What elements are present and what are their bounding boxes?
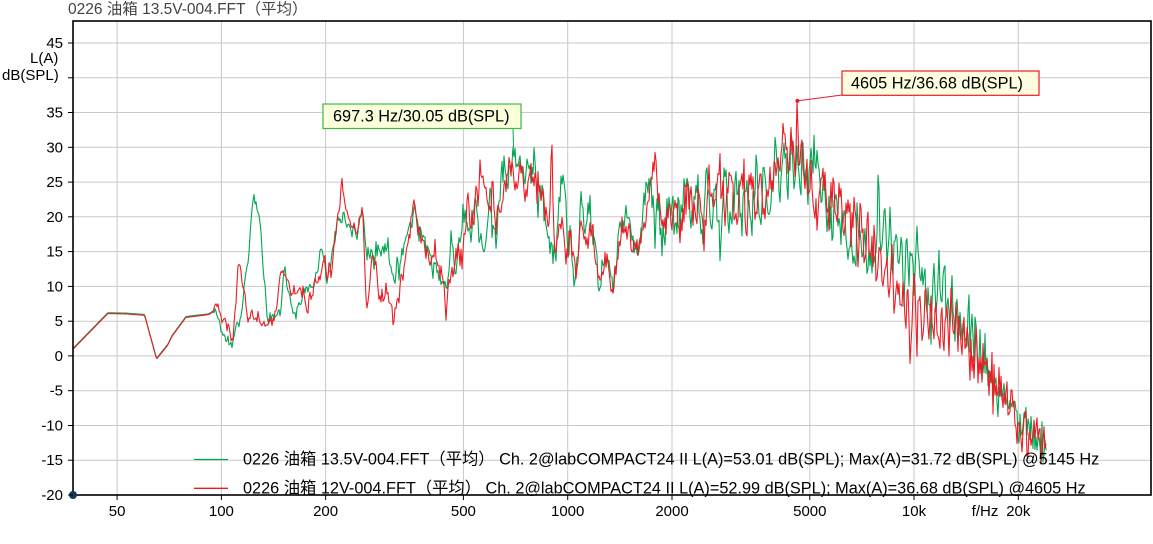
svg-text:0226 油箱 13.5V-004.FFT（平均） Ch.: 0226 油箱 13.5V-004.FFT（平均） Ch. 2@labCOMPA… bbox=[243, 451, 1099, 469]
svg-text:45: 45 bbox=[46, 35, 63, 52]
svg-text:35: 35 bbox=[46, 105, 63, 122]
svg-text:10k: 10k bbox=[902, 503, 927, 520]
svg-text:20k: 20k bbox=[1006, 503, 1031, 520]
svg-text:-15: -15 bbox=[41, 452, 63, 469]
svg-text:15: 15 bbox=[46, 244, 63, 261]
svg-text:-20: -20 bbox=[41, 487, 63, 504]
svg-text:-5: -5 bbox=[50, 383, 63, 400]
svg-text:1000: 1000 bbox=[551, 503, 584, 520]
svg-text:697.3 Hz/30.05 dB(SPL): 697.3 Hz/30.05 dB(SPL) bbox=[333, 108, 510, 126]
svg-text:10: 10 bbox=[46, 278, 63, 295]
svg-text:f/Hz: f/Hz bbox=[972, 503, 999, 520]
svg-text:5: 5 bbox=[55, 313, 63, 330]
svg-text:500: 500 bbox=[451, 503, 476, 520]
svg-text:dB(SPL): dB(SPL) bbox=[2, 67, 59, 84]
svg-text:0: 0 bbox=[55, 348, 63, 365]
svg-text:20: 20 bbox=[46, 209, 63, 226]
svg-text:0226 油箱 13.5V-004.FFT（平均）: 0226 油箱 13.5V-004.FFT（平均） bbox=[68, 0, 307, 18]
svg-text:100: 100 bbox=[209, 503, 234, 520]
svg-text:-10: -10 bbox=[41, 418, 63, 435]
svg-text:200: 200 bbox=[313, 503, 338, 520]
svg-text:L(A): L(A) bbox=[30, 50, 58, 67]
svg-text:50: 50 bbox=[109, 503, 126, 520]
svg-text:4605 Hz/36.68 dB(SPL): 4605 Hz/36.68 dB(SPL) bbox=[851, 75, 1023, 93]
svg-text:0226 油箱 12V-004.FFT（平均） Ch. 2: 0226 油箱 12V-004.FFT（平均） Ch. 2@labCOMPACT… bbox=[243, 479, 1086, 497]
svg-text:5000: 5000 bbox=[793, 503, 826, 520]
svg-text:2000: 2000 bbox=[655, 503, 688, 520]
svg-text:30: 30 bbox=[46, 139, 63, 156]
svg-text:25: 25 bbox=[46, 174, 63, 191]
